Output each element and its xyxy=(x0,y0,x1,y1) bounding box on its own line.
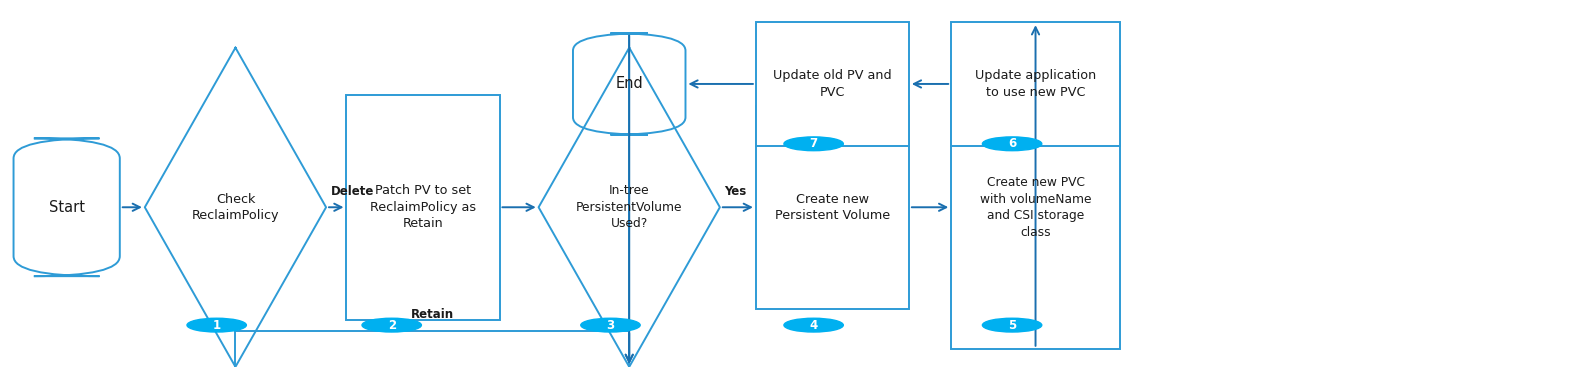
Text: 1: 1 xyxy=(212,319,222,332)
FancyBboxPatch shape xyxy=(573,33,685,135)
FancyBboxPatch shape xyxy=(14,138,119,276)
Circle shape xyxy=(581,318,639,332)
Text: Create new PVC
with volumeName
and CSI storage
class: Create new PVC with volumeName and CSI s… xyxy=(980,176,1092,239)
Circle shape xyxy=(784,318,844,332)
Bar xyxy=(346,95,500,320)
Text: In-tree
PersistentVolume
Used?: In-tree PersistentVolume Used? xyxy=(577,184,682,230)
Bar xyxy=(950,22,1120,145)
Circle shape xyxy=(187,318,247,332)
Text: Yes: Yes xyxy=(724,185,746,198)
Text: End: End xyxy=(616,76,643,92)
Polygon shape xyxy=(145,48,327,367)
Polygon shape xyxy=(539,48,720,367)
Text: Start: Start xyxy=(49,200,85,215)
Text: 5: 5 xyxy=(1009,319,1016,332)
Text: 3: 3 xyxy=(606,319,614,332)
Text: Check
ReclaimPolicy: Check ReclaimPolicy xyxy=(192,193,280,222)
Text: 4: 4 xyxy=(809,319,818,332)
Circle shape xyxy=(784,137,844,151)
Text: 7: 7 xyxy=(809,137,817,150)
Bar xyxy=(756,22,910,145)
Text: 2: 2 xyxy=(388,319,396,332)
Text: Patch PV to set
ReclaimPolicy as
Retain: Patch PV to set ReclaimPolicy as Retain xyxy=(369,184,476,230)
Text: Update application
to use new PVC: Update application to use new PVC xyxy=(976,69,1097,99)
Text: Delete: Delete xyxy=(331,185,374,198)
Bar xyxy=(950,66,1120,349)
Circle shape xyxy=(982,137,1042,151)
Text: Update old PV and
PVC: Update old PV and PVC xyxy=(773,69,892,99)
Circle shape xyxy=(361,318,421,332)
Bar xyxy=(756,106,910,309)
Text: 6: 6 xyxy=(1009,137,1016,150)
Text: Create new
Persistent Volume: Create new Persistent Volume xyxy=(775,193,889,222)
Text: Retain: Retain xyxy=(410,309,454,322)
Circle shape xyxy=(982,318,1042,332)
